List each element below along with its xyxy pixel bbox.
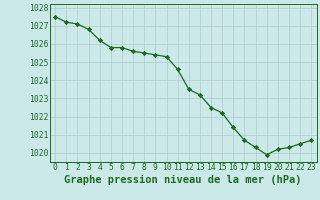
- X-axis label: Graphe pression niveau de la mer (hPa): Graphe pression niveau de la mer (hPa): [64, 175, 302, 185]
